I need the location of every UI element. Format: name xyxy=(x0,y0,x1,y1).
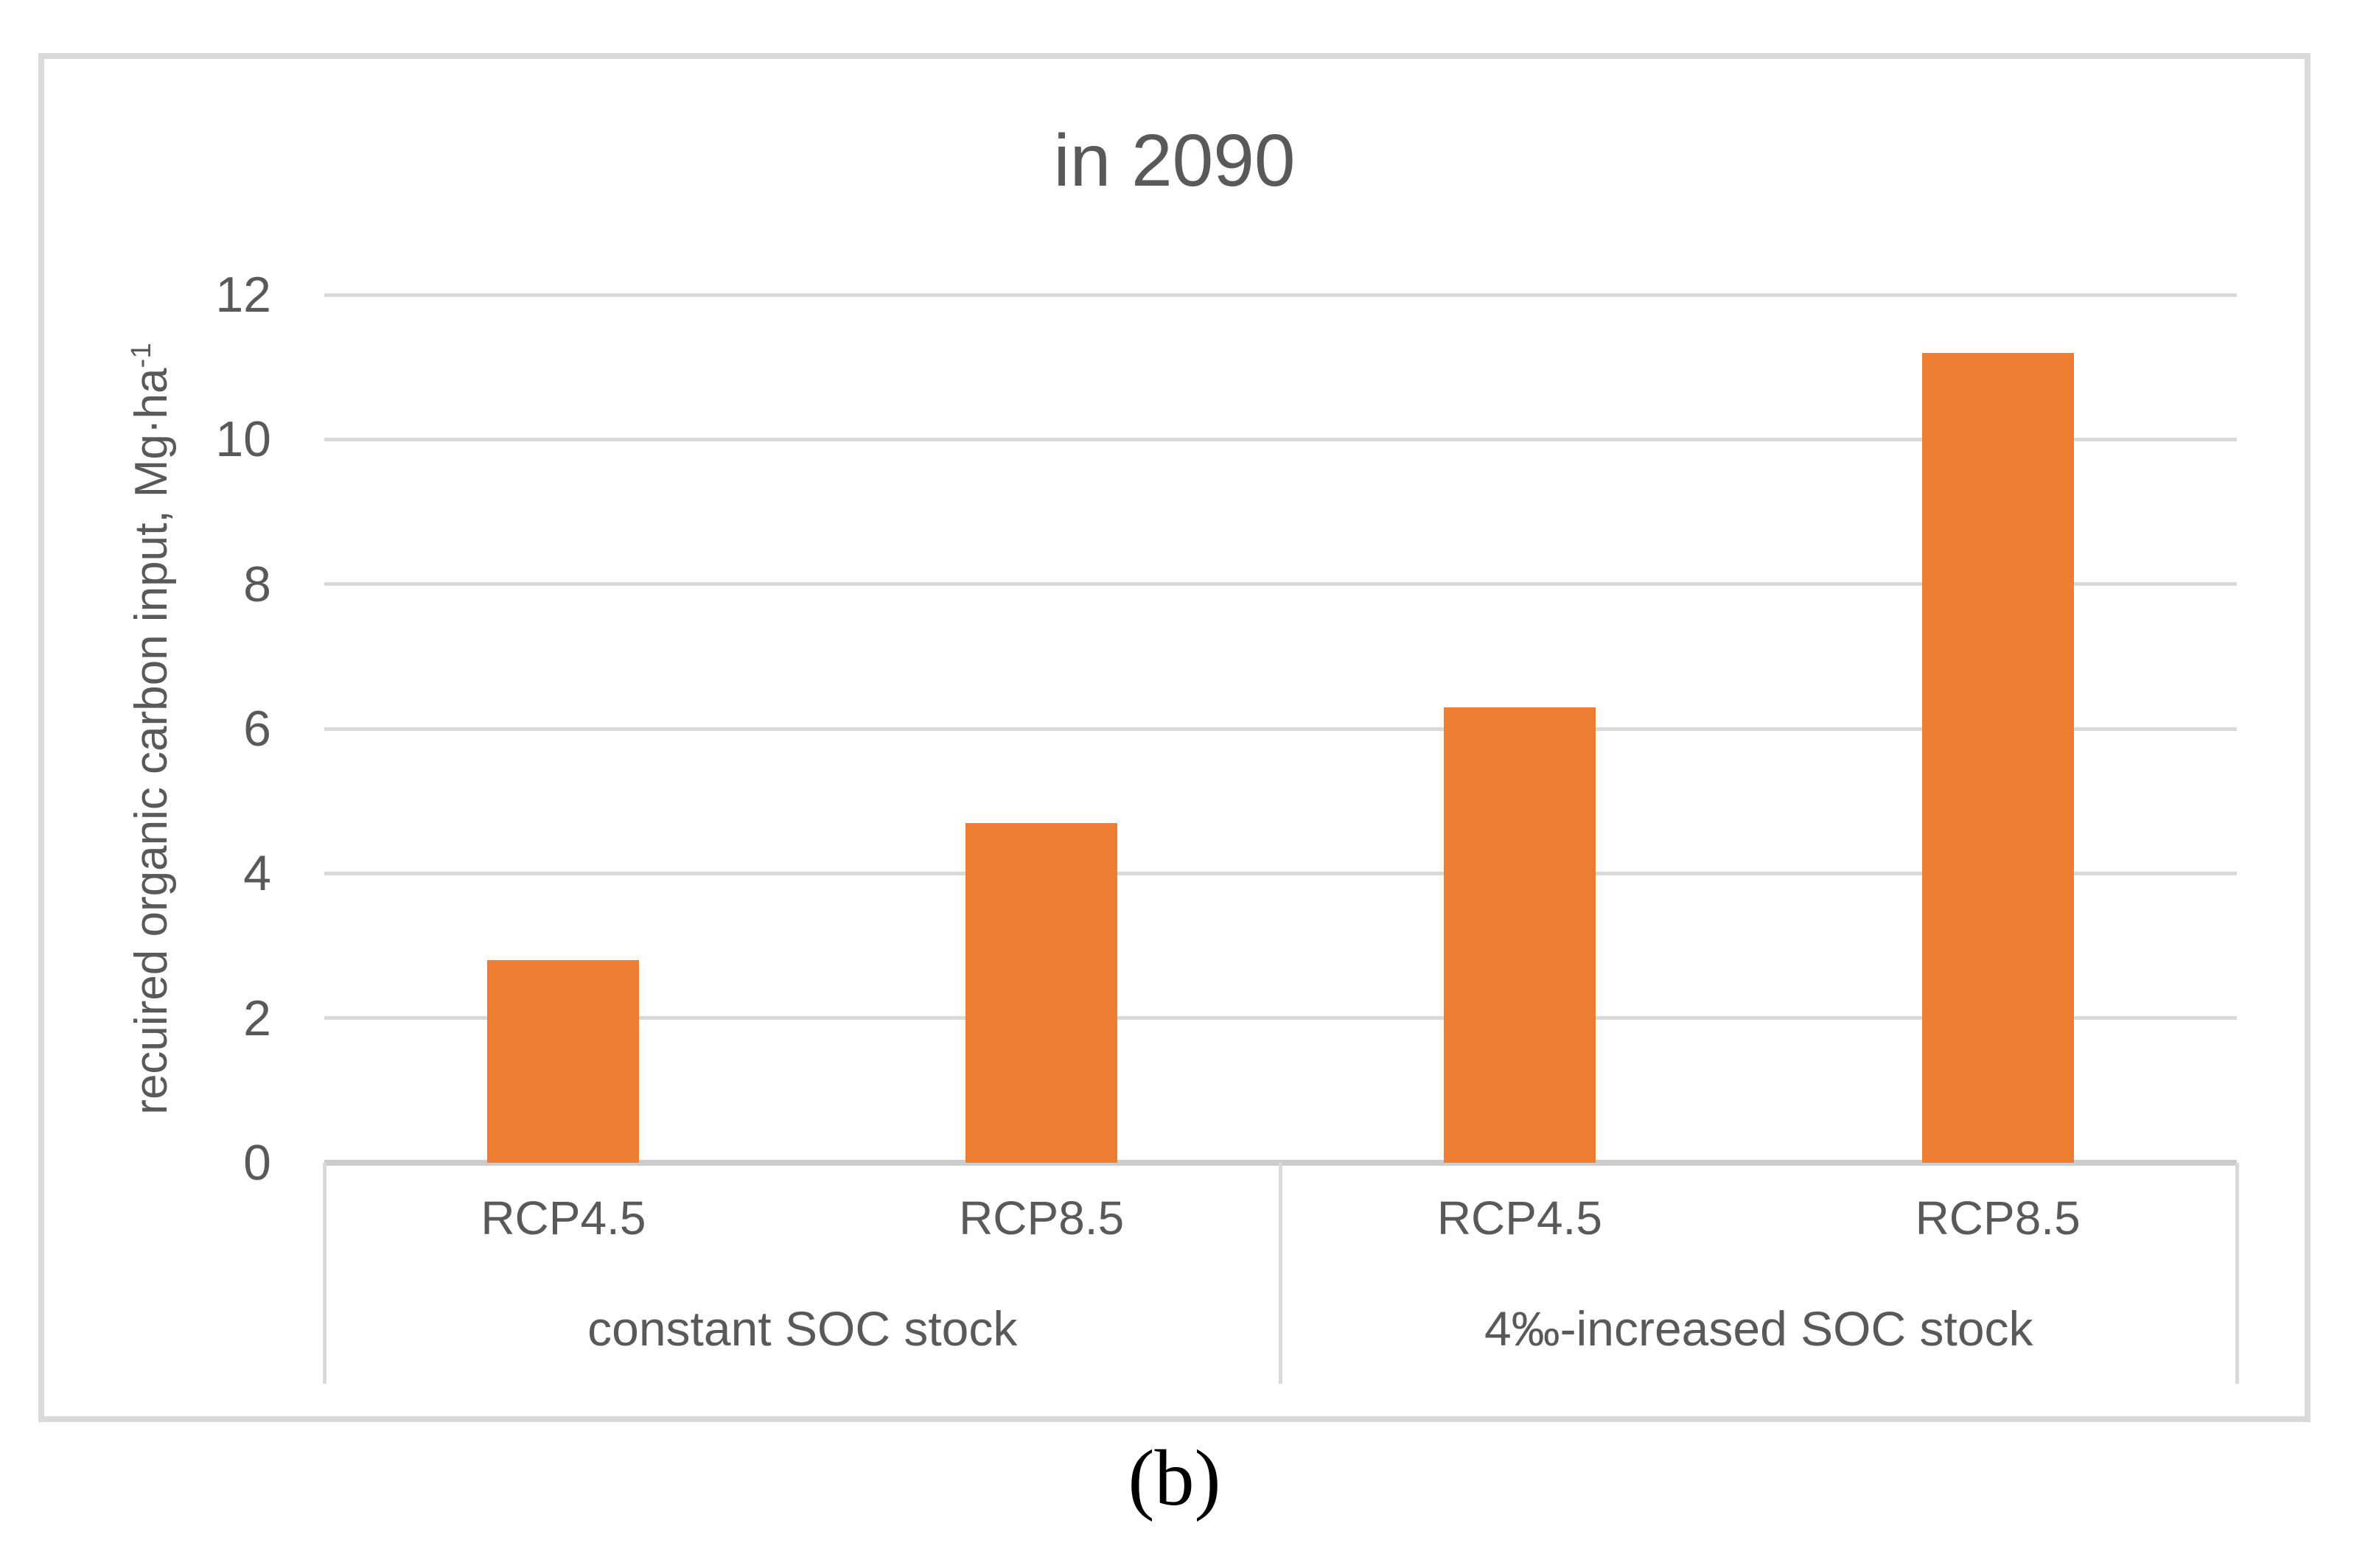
bar-rcp4.5-3 xyxy=(1443,707,1596,1163)
gridline xyxy=(324,1016,2237,1021)
y-tick-label: 2 xyxy=(243,990,271,1046)
y-tick-label: 4 xyxy=(243,845,271,902)
gridline xyxy=(324,437,2237,441)
y-tick-label: 8 xyxy=(243,556,271,612)
gridline xyxy=(324,871,2237,875)
x-axis-divider-2 xyxy=(1279,1163,1282,1384)
group-label-1: constant SOC stock xyxy=(587,1301,1018,1356)
y-tick-label: 0 xyxy=(243,1135,271,1191)
x-axis-divider-3 xyxy=(2235,1163,2239,1384)
category-label-row: RCP4.5 RCP8.5 RCP4.5 RCP8.5 xyxy=(324,1163,2237,1273)
figure-caption: (b) xyxy=(1128,1435,1221,1522)
gridline xyxy=(324,582,2237,587)
y-axis-title-superscript: -1 xyxy=(125,343,158,368)
group-label-2: 4‰-increased SOC stock xyxy=(1484,1301,2033,1356)
bar-rcp4.5-1 xyxy=(487,960,640,1163)
x-axis-divider-1 xyxy=(322,1163,326,1384)
plot-area: recuired organic carbon input, Mg·ha-1 0… xyxy=(125,270,2237,1188)
y-tick-label: 10 xyxy=(215,411,271,468)
x-axis: RCP4.5 RCP8.5 RCP4.5 RCP8.5 constant SOC st… xyxy=(322,1163,2239,1384)
y-tick-label: 12 xyxy=(215,267,271,323)
gridline xyxy=(324,727,2237,731)
category-label-4: RCP8.5 xyxy=(1915,1191,2081,1245)
bar-rcp8.5-2 xyxy=(965,822,1118,1163)
chart-panel: in 2090 recuired organic carbon input, M… xyxy=(38,53,2311,1422)
chart-title: in 2090 xyxy=(1053,119,1296,202)
bar-rcp8.5-4 xyxy=(1921,352,2074,1163)
group-label-row: constant SOC stock 4‰-increased SOC stock xyxy=(324,1273,2237,1384)
y-tick-label: 6 xyxy=(243,701,271,757)
gridline xyxy=(324,293,2237,297)
category-label-2: RCP8.5 xyxy=(959,1191,1125,1245)
category-label-1: RCP4.5 xyxy=(481,1191,646,1245)
category-label-3: RCP4.5 xyxy=(1436,1191,1602,1245)
